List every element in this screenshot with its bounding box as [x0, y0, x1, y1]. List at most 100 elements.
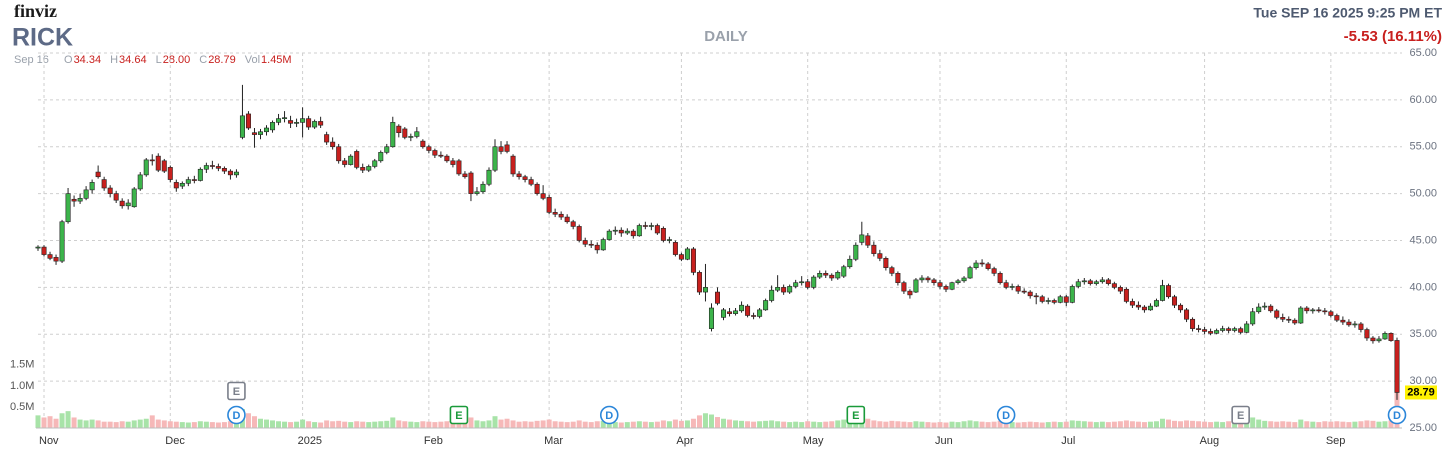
volume-bar	[372, 421, 378, 428]
volume-bar	[402, 421, 408, 428]
candle-body	[1346, 321, 1352, 326]
event-marker[interactable]: E	[227, 381, 246, 401]
volume-bar	[35, 415, 41, 428]
candle-body	[360, 167, 366, 171]
volume-bar	[282, 421, 288, 428]
volume-bar	[426, 421, 432, 428]
volume-bar	[522, 421, 528, 428]
candle-body	[276, 118, 282, 123]
volume-bar	[907, 422, 913, 428]
event-marker[interactable]: E	[449, 405, 469, 425]
event-shape	[846, 405, 866, 425]
candle-body	[696, 272, 702, 293]
candle-body	[781, 287, 787, 293]
volume-bar	[432, 422, 438, 428]
candle-body	[1057, 296, 1063, 303]
event-marker[interactable]: D	[1387, 405, 1407, 425]
candle-body	[408, 136, 414, 138]
candle-body	[318, 121, 324, 126]
x-tick-label: Nov	[39, 435, 59, 447]
volume-bar	[312, 422, 318, 428]
event-marker[interactable]: D	[996, 405, 1016, 425]
volume-bar	[1075, 420, 1081, 428]
volume-bar	[504, 418, 510, 428]
candle-body	[71, 198, 77, 202]
x-tick-label: Jun	[935, 435, 953, 447]
volume-bar	[763, 420, 769, 428]
event-marker[interactable]: D	[599, 405, 619, 425]
y-tick-label: 30.00	[1409, 375, 1437, 387]
logo[interactable]: finviz	[14, 1, 57, 21]
event-marker[interactable]: D	[227, 405, 246, 425]
volume-bar	[967, 420, 973, 428]
event-shape	[449, 405, 469, 425]
candle-body	[245, 113, 251, 129]
volume-bar	[835, 420, 841, 428]
candle-body	[1196, 328, 1202, 330]
volume-bar	[949, 421, 955, 428]
candle-body	[438, 154, 444, 157]
price-tag-bg	[1405, 385, 1437, 400]
volume-bar	[1310, 421, 1316, 428]
volume-bar	[1298, 419, 1304, 428]
candle-body	[727, 311, 733, 314]
candle-body	[414, 131, 420, 137]
volume-bar	[179, 422, 185, 428]
event-label: E	[852, 410, 859, 422]
volume-bar	[721, 418, 727, 428]
candles	[35, 84, 1400, 400]
candle-body	[498, 146, 504, 152]
candle-body	[270, 122, 276, 131]
candle-body	[233, 171, 239, 176]
candle-body	[654, 225, 660, 234]
candle-body	[1033, 295, 1039, 298]
candle-body	[733, 310, 739, 314]
candle-body	[402, 128, 408, 138]
volume-bar	[143, 418, 149, 428]
volume	[35, 366, 1400, 428]
event-shape	[227, 405, 246, 425]
candle-body	[1051, 300, 1057, 303]
candle-body	[829, 274, 835, 279]
volume-bar	[1172, 420, 1178, 428]
candle-body	[179, 183, 185, 187]
candle-body	[871, 244, 877, 254]
event-marker[interactable]: E	[846, 405, 866, 425]
candle-body	[125, 202, 131, 207]
volume-bar	[702, 413, 708, 428]
candle-body	[53, 257, 59, 262]
candle-body	[95, 171, 101, 178]
candle-body	[666, 239, 672, 241]
volume-bar	[570, 421, 576, 428]
x-tick-label: May	[803, 435, 824, 447]
candle-body	[155, 155, 161, 171]
volume-bar	[1135, 421, 1141, 428]
candle-body	[769, 289, 775, 301]
volume-bar	[167, 421, 173, 428]
price-change: -5.53 (16.11%)	[1344, 28, 1442, 45]
candle-body	[101, 179, 107, 189]
volume-bar	[516, 421, 522, 428]
volume-bar	[871, 420, 877, 428]
volume-bar	[510, 420, 516, 428]
candle-body	[83, 189, 89, 199]
volume-bar	[1099, 421, 1105, 428]
volume-bar	[1358, 421, 1364, 428]
candle-body	[1178, 304, 1184, 311]
candle-body	[161, 160, 167, 172]
y-tick-label: 60.00	[1409, 94, 1437, 106]
volume-bar	[1328, 421, 1334, 428]
event-marker[interactable]: E	[1231, 405, 1250, 425]
candle-body	[1214, 330, 1220, 334]
volume-bar	[1027, 421, 1033, 428]
candle-body	[203, 165, 209, 170]
volume-bar	[1033, 422, 1039, 428]
candle-body	[426, 146, 432, 151]
volume-bar	[59, 413, 65, 428]
candle-body	[185, 179, 191, 184]
candle-body	[841, 266, 847, 277]
volume-bar	[690, 418, 696, 428]
candle-body	[1298, 307, 1304, 324]
volume-bar	[1184, 420, 1190, 428]
candle-body	[197, 168, 203, 181]
